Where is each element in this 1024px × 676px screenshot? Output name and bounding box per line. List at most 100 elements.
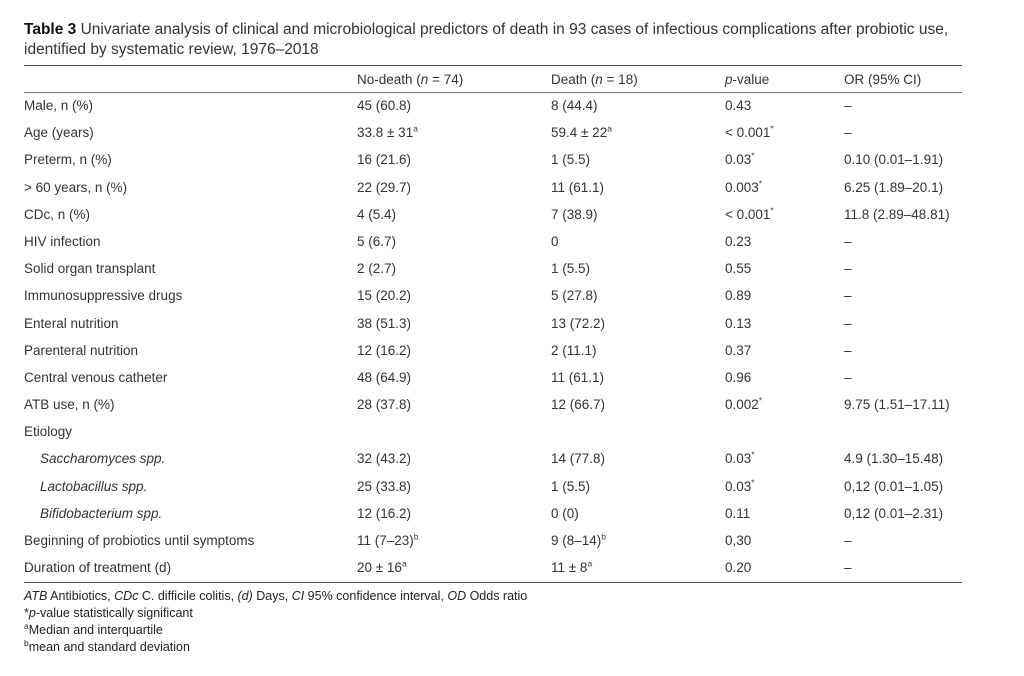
row-label: Bifidobacterium spp. <box>40 505 163 521</box>
row-label: Solid organ transplant <box>24 261 156 277</box>
cell-odds-ratio: – <box>844 98 852 113</box>
cell-no-death: 15 (20.2) <box>357 288 412 304</box>
row-label: HIV infection <box>24 233 101 249</box>
footnote-a: aMedian and interquartile <box>24 620 163 637</box>
cell-death: 12 (66.7) <box>551 397 606 413</box>
table-row: Enteral nutrition 38 (51.3) 13 (72.2) 0.13 – <box>0 310 1024 337</box>
row-label: Central venous catheter <box>24 369 168 385</box>
row-label: Male, n (%) <box>24 98 94 113</box>
table-body: Male, n (%) 45 (60.8) 8 (44.4) 0.43 – Age (ye… <box>0 92 1024 581</box>
cell-odds-ratio: – <box>844 233 852 249</box>
row-label: Parenteral nutrition <box>24 342 139 358</box>
cell-p-value: 0.003* <box>725 178 763 195</box>
cell-p-value: 0.03* <box>725 150 755 168</box>
footnote-abbreviations: ATB Antibiotics, CDc C. difficile coliti… <box>24 589 528 603</box>
cell-no-death: 33.8 ± 31a <box>357 123 418 141</box>
cell-no-death: 12 (16.2) <box>357 505 412 521</box>
footnote-marker: b <box>601 531 607 542</box>
cell-odds-ratio: 11.8 (2.89–48.81) <box>844 206 950 222</box>
cell-death: 59.4 ± 22a <box>551 123 612 141</box>
row-label: CDc, n (%) <box>24 206 91 222</box>
cell-odds-ratio: 0.10 (0.01–1.91) <box>844 152 944 168</box>
cell-p-value: 0.43 <box>725 98 752 113</box>
cell-death: 0 (0) <box>551 505 579 521</box>
table-row: Saccharomyces spp. 32 (43.2) 14 (77.8) 0.03… <box>0 445 1024 472</box>
cell-p-value: < 0.001* <box>725 123 774 141</box>
cell-no-death: 45 (60.8) <box>357 98 412 113</box>
cell-odds-ratio: – <box>844 288 852 304</box>
footnote-b: bmean and standard deviation <box>24 637 190 654</box>
cell-no-death: 16 (21.6) <box>357 152 412 168</box>
table-label: Table 3 <box>24 21 77 38</box>
table-row: > 60 years, n (%) 22 (29.7) 11 (61.1) 0.003… <box>0 174 1024 201</box>
table-row: CDc, n (%) 4 (5.4) 7 (38.9) < 0.001* 11.8 (2… <box>0 201 1024 228</box>
table-footnotes: ATB Antibiotics, CDc C. difficile coliti… <box>24 588 924 656</box>
table-row: Male, n (%) 45 (60.8) 8 (44.4) 0.43 – <box>0 92 1024 119</box>
row-label: Immunosuppressive drugs <box>24 288 183 304</box>
table-row: Immunosuppressive drugs 15 (20.2) 5 (27.8)… <box>0 282 1024 309</box>
cell-p-value: 0.23 <box>725 233 752 249</box>
cell-odds-ratio: – <box>844 533 852 548</box>
cell-death: 11 (61.1) <box>551 369 605 385</box>
cell-odds-ratio: – <box>844 342 852 358</box>
table-row: Bifidobacterium spp. 12 (16.2) 0 (0) 0.11 0,… <box>0 500 1024 527</box>
table-top-rule <box>24 65 962 66</box>
table-header-row: No-death (n = 74) Death (n = 18) p-value… <box>0 70 1024 90</box>
footnote-marker: a <box>401 558 407 569</box>
cell-death: 11 (61.1) <box>551 179 605 195</box>
cell-death: 8 (44.4) <box>551 98 598 113</box>
footnote-marker: a <box>413 123 418 134</box>
footnote-marker: a <box>607 123 612 134</box>
cell-p-value: 0.96 <box>725 369 752 385</box>
cell-odds-ratio: 9.75 (1.51–17.11) <box>844 397 950 413</box>
row-label: Age (years) <box>24 125 94 141</box>
footnote-marker: * <box>758 395 763 406</box>
table-row: Parenteral nutrition 12 (16.2) 2 (11.1) 0.3… <box>0 337 1024 364</box>
footnote-marker: * <box>758 178 763 189</box>
table-row: ATB use, n (%) 28 (37.8) 12 (66.7) 0.002* 9.… <box>0 391 1024 418</box>
cell-death: 14 (77.8) <box>551 451 606 467</box>
header-death: Death (n = 18) <box>551 72 638 87</box>
cell-p-value: 0.03* <box>725 449 755 467</box>
table-row: Beginning of probiotics until symptoms 11… <box>0 527 1024 554</box>
cell-odds-ratio: 6.25 (1.89–20.1) <box>844 179 944 195</box>
table-row: Central venous catheter 48 (64.9) 11 (61.1… <box>0 364 1024 391</box>
footnote-marker: * <box>770 123 774 134</box>
cell-no-death: 12 (16.2) <box>357 342 412 358</box>
row-label: Lactobacillus spp. <box>40 478 148 494</box>
cell-p-value: 0.03* <box>725 477 755 494</box>
table-bottom-rule <box>24 582 962 583</box>
cell-p-value: 0.002* <box>725 395 763 413</box>
cell-death: 11 ± 8a <box>551 558 593 576</box>
cell-odds-ratio: – <box>844 315 852 331</box>
cell-death: 7 (38.9) <box>551 206 598 222</box>
cell-odds-ratio: 4.9 (1.30–15.48) <box>844 451 944 467</box>
cell-p-value: 0.55 <box>725 261 752 277</box>
cell-no-death: 48 (64.9) <box>357 369 412 385</box>
header-p-value: p-value <box>725 72 770 87</box>
cell-odds-ratio: – <box>844 560 852 576</box>
cell-no-death: 5 (6.7) <box>357 233 397 249</box>
footnote-marker: b <box>413 531 419 542</box>
cell-no-death: 25 (33.8) <box>357 478 412 494</box>
cell-death: 1 (5.5) <box>551 152 591 168</box>
row-label: ATB use, n (%) <box>24 397 115 413</box>
cell-death: 0 <box>551 233 559 249</box>
table-row: Solid organ transplant 2 (2.7) 1 (5.5) 0.55… <box>0 255 1024 282</box>
cell-odds-ratio: – <box>844 261 852 277</box>
cell-odds-ratio: – <box>844 369 852 385</box>
row-label: Etiology <box>24 424 73 440</box>
cell-no-death: 11 (7–23)b <box>357 531 419 548</box>
footnote-significance: *p-value statistically significant <box>24 606 193 620</box>
table-row: Preterm, n (%) 16 (21.6) 1 (5.5) 0.03* 0.10 … <box>0 146 1024 173</box>
cell-no-death: 28 (37.8) <box>357 397 412 413</box>
cell-p-value: 0,30 <box>725 533 752 548</box>
table-title: Univariate analysis of clinical and micr… <box>24 21 949 58</box>
header-no-death: No-death (n = 74) <box>357 72 464 87</box>
footnote-marker: * <box>770 205 774 216</box>
cell-no-death: 4 (5.4) <box>357 206 397 222</box>
table-row: Lactobacillus spp. 25 (33.8) 1 (5.5) 0.03* 0… <box>0 473 1024 500</box>
cell-p-value: 0.11 <box>725 505 751 521</box>
cell-death: 1 (5.5) <box>551 261 591 277</box>
cell-p-value: 0.20 <box>725 560 752 576</box>
